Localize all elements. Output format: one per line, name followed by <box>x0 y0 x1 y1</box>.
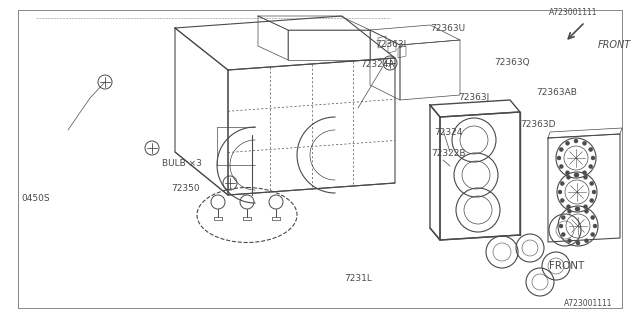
Text: 72350: 72350 <box>172 184 200 193</box>
Circle shape <box>566 205 570 209</box>
Circle shape <box>558 190 562 194</box>
Circle shape <box>559 148 563 151</box>
Circle shape <box>575 173 579 177</box>
Circle shape <box>589 181 594 186</box>
Circle shape <box>576 241 580 245</box>
Text: 7231L: 7231L <box>344 274 372 283</box>
Circle shape <box>591 156 595 160</box>
Text: 72363AB: 72363AB <box>536 88 577 97</box>
Text: 72322B: 72322B <box>431 149 465 158</box>
Circle shape <box>559 224 563 228</box>
Text: 72363U: 72363U <box>431 24 465 33</box>
Circle shape <box>582 141 586 145</box>
Circle shape <box>574 173 578 177</box>
Circle shape <box>584 209 589 213</box>
Text: FRONT: FRONT <box>598 40 631 50</box>
Text: A723001111: A723001111 <box>548 8 597 17</box>
Circle shape <box>575 207 579 211</box>
Circle shape <box>574 139 578 143</box>
Circle shape <box>589 198 594 203</box>
Text: A723001111: A723001111 <box>563 299 612 308</box>
Circle shape <box>568 209 572 213</box>
Circle shape <box>566 141 570 145</box>
Circle shape <box>560 181 564 186</box>
Circle shape <box>561 215 565 220</box>
Circle shape <box>589 164 593 169</box>
Circle shape <box>566 175 570 179</box>
Circle shape <box>591 215 595 220</box>
Text: FRONT: FRONT <box>548 260 584 271</box>
Circle shape <box>591 233 595 236</box>
Circle shape <box>568 239 572 243</box>
Circle shape <box>584 175 588 179</box>
Circle shape <box>576 207 580 211</box>
Circle shape <box>584 205 588 209</box>
Circle shape <box>584 239 589 243</box>
Text: 72363Q: 72363Q <box>494 58 530 67</box>
Circle shape <box>592 190 596 194</box>
Text: BULB ×3: BULB ×3 <box>163 159 202 168</box>
Text: 72324A: 72324A <box>360 60 395 68</box>
Circle shape <box>559 164 563 169</box>
Circle shape <box>560 198 564 203</box>
Circle shape <box>566 171 570 175</box>
Circle shape <box>561 233 565 236</box>
Text: 0450S: 0450S <box>21 194 49 203</box>
Text: 72363D: 72363D <box>520 120 556 129</box>
Text: 72363I: 72363I <box>375 40 406 49</box>
Circle shape <box>582 171 586 175</box>
Circle shape <box>593 224 597 228</box>
Text: 72324: 72324 <box>434 128 462 137</box>
Circle shape <box>557 156 561 160</box>
Text: 72363J: 72363J <box>458 93 489 102</box>
Circle shape <box>589 148 593 151</box>
